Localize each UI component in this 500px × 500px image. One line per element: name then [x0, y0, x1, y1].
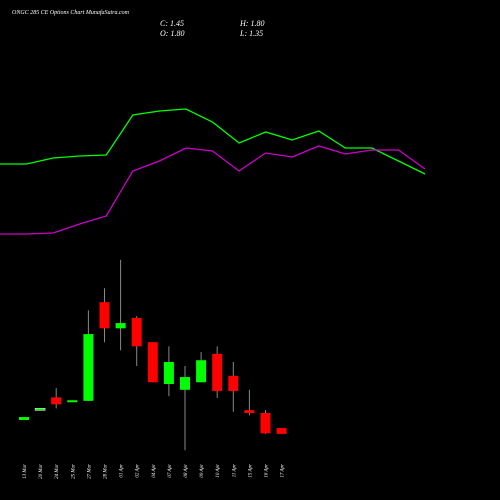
candle-body: [244, 410, 255, 414]
low-label: L: 1.35: [239, 29, 263, 38]
candle-body: [163, 361, 174, 385]
x-tick-label: 16 Apr: [265, 464, 270, 478]
x-tick-label: 11 Apr: [232, 464, 237, 477]
open-label: O: 1.80: [160, 29, 184, 38]
candle-body: [115, 323, 126, 329]
candle-body: [147, 342, 158, 383]
x-tick-label: 09 Apr: [200, 464, 205, 478]
high-label: H: 1.80: [239, 19, 264, 28]
chart-title: ONGC 285 CE Options Chart MunafaSutra.co…: [12, 9, 130, 16]
candle-body: [228, 375, 239, 391]
candle-body: [180, 377, 190, 390]
indicator-line: [0, 145, 426, 235]
x-tick-label: 07 Apr: [168, 464, 173, 478]
x-tick-label: 10 Apr: [216, 464, 221, 478]
x-tick-label: 24 Mar: [55, 464, 60, 479]
candle-body: [260, 413, 271, 434]
x-tick-label: 20 Mar: [39, 464, 44, 479]
candle-body: [67, 400, 78, 403]
x-tick-label: 17 Apr: [281, 464, 286, 478]
x-tick-label: 04 Apr: [152, 464, 157, 478]
candle-body: [99, 302, 110, 329]
x-tick-label: 15 Apr: [248, 464, 253, 478]
candle-body: [83, 334, 94, 401]
x-tick-label: 28 Mar: [104, 464, 109, 479]
candle-body: [19, 417, 29, 420]
indicator-line: [0, 108, 426, 175]
candle-body: [276, 428, 287, 434]
x-tick-label: 25 Mar: [71, 464, 76, 479]
x-tick-label: 02 Apr: [136, 464, 141, 478]
x-tick-label: 27 Mar: [87, 464, 92, 479]
candle-body: [34, 408, 46, 411]
candle-body: [196, 360, 207, 383]
x-tick-label: 13 Mar: [23, 464, 28, 479]
candle-body: [131, 317, 142, 347]
x-tick-label: 01 Apr: [120, 464, 125, 478]
candle-body: [212, 353, 223, 391]
close-label: C: 1.45: [160, 19, 184, 28]
x-tick-label: 08 Apr: [184, 464, 189, 478]
candle-body: [51, 397, 62, 405]
